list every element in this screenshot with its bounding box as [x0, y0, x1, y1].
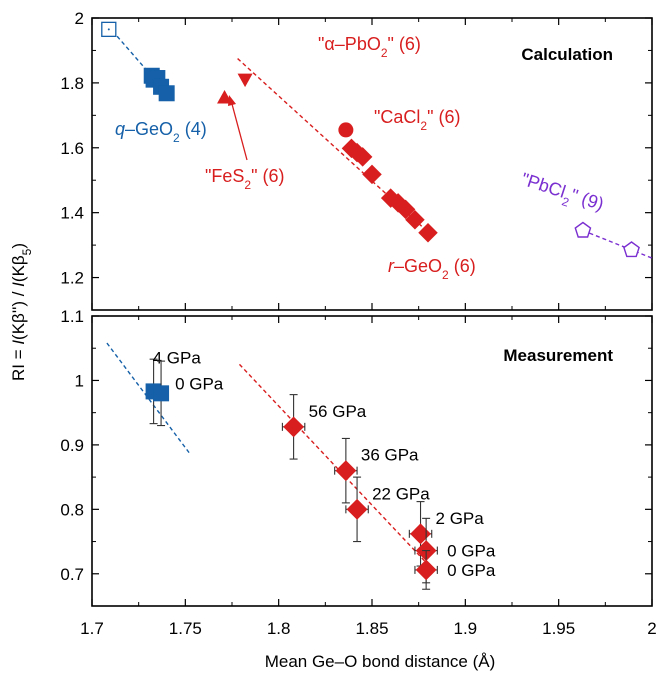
pressure-label: 4 GPa	[153, 348, 202, 367]
xtick-label: 1.9	[454, 619, 478, 638]
top-ytick-label: 1.4	[60, 204, 84, 223]
x-axis-label: Mean Ge–O bond distance (Å)	[265, 652, 496, 671]
top-ytick-label: 1.6	[60, 139, 84, 158]
annotation-part: q	[115, 119, 125, 139]
xtick-label: 1.85	[355, 619, 388, 638]
bottom-ytick-label: 1.1	[60, 307, 84, 326]
data-point	[395, 199, 416, 220]
y-axis-label-text: RI = I(Kβ'') / I(Kβ5)	[9, 243, 34, 381]
data-point	[153, 385, 170, 402]
pressure-label: 36 GPa	[361, 446, 419, 465]
data-point	[362, 164, 382, 185]
annotation-part: 2	[420, 119, 427, 133]
annotation-part: –GeO	[394, 256, 442, 276]
annotation-part: 2	[173, 131, 180, 145]
annotation-part: r	[388, 256, 395, 276]
data-point	[158, 85, 175, 102]
top-ytick-label: 1.2	[60, 269, 84, 288]
series-annotation: "CaCl2" (6)	[374, 107, 460, 133]
series-annotation: "α–PbO2" (6)	[318, 34, 421, 60]
series-annotation: "PbCl2" (9)	[517, 169, 606, 220]
annotation-part: 2	[442, 268, 449, 282]
fit-line	[106, 342, 190, 454]
series-annotation: "FeS2" (6)	[205, 166, 284, 192]
annotation-part: " (6)	[251, 166, 284, 186]
annotation-part: –GeO	[125, 119, 173, 139]
pressure-label: 56 GPa	[309, 402, 367, 421]
xtick-label: 1.75	[169, 619, 202, 638]
pressure-label: 0 GPa	[447, 561, 496, 580]
pressure-label: 0 GPa	[447, 542, 496, 561]
annotation-part: "α–PbO	[318, 34, 381, 54]
annotation-part: " (6)	[388, 34, 421, 54]
data-point	[418, 223, 438, 243]
y-axis-label-part: I	[9, 282, 28, 287]
bottom-ytick-label: 0.9	[60, 436, 84, 455]
y-axis-label: RI = I(Kβ'') / I(Kβ5)	[9, 243, 34, 381]
fit-line	[582, 229, 653, 259]
top-ytick-label: 2	[75, 9, 84, 28]
xtick-label: 1.8	[267, 619, 291, 638]
pressure-label: 0 GPa	[175, 374, 224, 393]
annotation-part: (4)	[180, 119, 207, 139]
data-point	[338, 122, 354, 138]
data-point	[410, 523, 431, 545]
annotation-part: (6)	[449, 256, 476, 276]
series-annotation: q–GeO2 (4)	[115, 119, 207, 145]
data-point	[623, 241, 640, 258]
xtick-label: 1.7	[80, 619, 104, 638]
annotation-part: 2	[244, 178, 251, 192]
y-axis-label-part: (Kβ'') /	[9, 287, 28, 340]
annotation-arrow	[231, 103, 248, 161]
bottom-ytick-label: 0.7	[60, 565, 84, 584]
bottom-ytick-label: 0.8	[60, 500, 84, 519]
data-point-center	[107, 28, 110, 31]
y-axis-label-part: (Kβ	[9, 255, 28, 282]
annotation-part: "FeS	[205, 166, 244, 186]
data-point	[415, 559, 437, 581]
series-annotation: r–GeO2 (6)	[388, 256, 476, 282]
xtick-label: 2	[647, 619, 656, 638]
data-point	[346, 498, 368, 520]
bottom-panel-title: Measurement	[503, 346, 613, 365]
annotation-part: 2	[560, 194, 571, 209]
data-point	[405, 210, 425, 230]
data-point	[237, 73, 253, 88]
pressure-label: 22 GPa	[372, 484, 430, 503]
annotation-arrowhead	[228, 95, 236, 106]
annotation-part: " (6)	[427, 107, 460, 127]
annotation-part: 2	[381, 46, 388, 60]
y-axis-label-part: I	[9, 340, 28, 345]
data-point	[574, 221, 592, 238]
y-axis-label-part: RI =	[9, 345, 28, 381]
pressure-label: 2 GPa	[436, 509, 485, 528]
data-point	[217, 89, 233, 104]
annotation-part: " (9)	[568, 185, 606, 214]
data-point	[283, 416, 304, 438]
y-axis-label-part: )	[9, 243, 28, 249]
data-point	[335, 460, 357, 482]
annotation-part: "CaCl	[374, 107, 420, 127]
top-ytick-label: 1.8	[60, 74, 84, 93]
top-panel-title: Calculation	[521, 45, 613, 64]
data-point	[352, 147, 373, 167]
axes-group: 2 1.8 1.6 1.4 1.2 1.1 1 0.9 0.8 0.7 1.7 1.75 1.8 1.85…	[60, 9, 656, 638]
xtick-label: 1.95	[542, 619, 575, 638]
bottom-ytick-label: 1	[75, 371, 84, 390]
fit-line	[238, 363, 435, 572]
annotation-part: "PbCl	[519, 169, 568, 202]
y-axis-label-part: 5	[20, 248, 34, 255]
